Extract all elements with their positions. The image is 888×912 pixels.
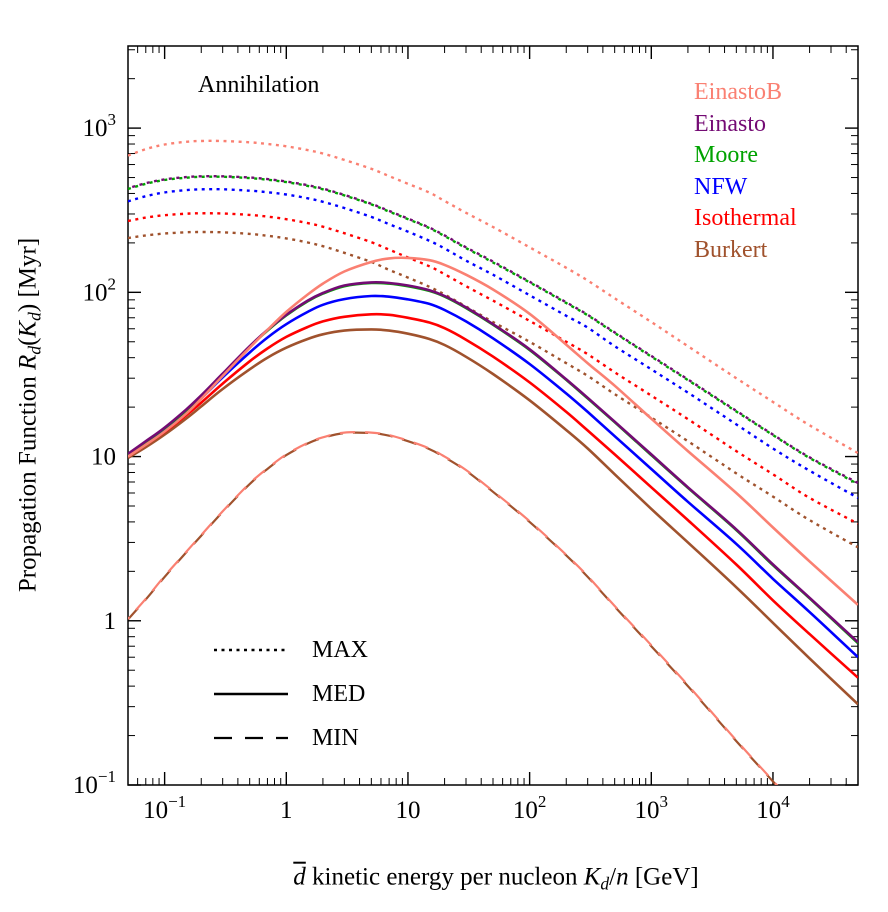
label-part: K	[14, 320, 42, 338]
min-line-sample	[214, 736, 288, 740]
label-part: d	[293, 863, 306, 891]
style-legend-label: MED	[312, 680, 366, 707]
profile-legend: EinastoB Einasto Moore NFW Isothermal Burkert	[694, 77, 797, 266]
label-part: d	[24, 312, 45, 321]
label-part: d	[24, 345, 45, 355]
x-axis-label: d kinetic energy per nucleon Kd/n [GeV]	[293, 864, 698, 895]
style-legend-med: MED	[214, 672, 368, 716]
style-legend-min: MIN	[214, 716, 368, 760]
tick-label: 1	[280, 797, 293, 824]
label-part: kinetic energy per nucleon	[305, 863, 584, 891]
legend-item-burkert: Burkert	[694, 236, 768, 263]
curve-einasto-max	[128, 174, 858, 485]
label-part: [GeV]	[628, 863, 699, 891]
tick-label: 10−1	[73, 767, 116, 799]
legend-item-moore: Moore	[694, 142, 758, 168]
max-line-sample	[214, 648, 288, 652]
med-line-sample	[214, 692, 288, 696]
annotation-annihilation: Annihilation	[198, 72, 320, 98]
curve-burkert-med	[128, 328, 858, 706]
tick-label: 10	[91, 444, 116, 471]
tick-label: 102	[83, 274, 117, 306]
curve-einasto-med	[128, 280, 858, 644]
label-part: K	[583, 863, 601, 891]
label-part: n	[616, 863, 629, 891]
tick-label: 104	[756, 792, 790, 824]
label-part: R	[14, 354, 42, 370]
y-axis-label: Propagation Function Rd(Kd) [Myr]	[15, 238, 46, 592]
plot-frame	[127, 45, 859, 786]
legend-item-einastob: EinastoB	[694, 79, 782, 105]
style-legend-label: MAX	[312, 636, 369, 663]
curve-nfw-max	[128, 187, 858, 499]
curve-nfw-med	[128, 294, 858, 659]
curve-einastob-med	[128, 256, 858, 606]
label-part: (	[14, 337, 42, 346]
tick-label: 1	[104, 608, 117, 635]
curve-burkert-min	[128, 431, 778, 785]
tick-label: 10	[395, 797, 420, 824]
tick-label: 103	[635, 792, 669, 824]
legend-item-einasto: Einasto	[694, 110, 766, 137]
curve-isothermal-med	[128, 312, 858, 679]
style-legend-label: MIN	[312, 724, 359, 751]
label-part: ) [Myr]	[14, 237, 42, 313]
tick-label: 10−1	[143, 792, 186, 824]
label-part: /	[609, 863, 617, 891]
tick-label: 102	[513, 792, 547, 824]
legend-item-nfw: NFW	[694, 173, 748, 200]
curve-burkert-max	[128, 230, 858, 549]
legend-item-isothermal: Isothermal	[694, 205, 797, 231]
style-legend: MAX MED MIN	[214, 628, 368, 760]
curve-moore-max	[128, 175, 858, 486]
label-part: d	[600, 873, 610, 894]
label-part: Propagation Function	[14, 369, 42, 593]
tick-label: 103	[83, 110, 117, 142]
style-legend-max: MAX	[214, 628, 368, 672]
